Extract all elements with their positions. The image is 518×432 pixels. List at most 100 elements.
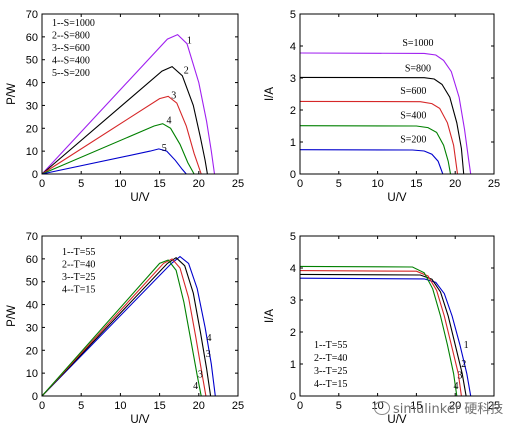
- x-tick-label: 20: [449, 400, 461, 412]
- x-tick-label: 20: [449, 178, 461, 190]
- legend-entry: 3--T=25: [62, 272, 95, 283]
- x-tick-label: 0: [297, 400, 303, 412]
- y-tick-label: 10: [26, 368, 38, 380]
- curve-label: 5: [162, 143, 167, 154]
- wechat-icon: [374, 401, 390, 415]
- y-axis-label: I/A: [264, 309, 276, 323]
- curve-label: 4: [453, 381, 458, 392]
- series-line-4: [299, 265, 458, 397]
- y-tick-label: 40: [26, 78, 38, 90]
- series-line-4: [41, 123, 195, 175]
- curve-label: 3: [206, 349, 211, 360]
- y-tick-label: 10: [26, 146, 38, 158]
- curve-label: S=1000: [402, 38, 433, 49]
- y-tick-label: 4: [290, 41, 296, 53]
- x-axis-label: U/V: [387, 192, 407, 204]
- series-line-1: [41, 33, 216, 175]
- x-tick-label: 20: [193, 178, 205, 190]
- plot-frame: [41, 235, 239, 397]
- curve-label: 2: [461, 359, 466, 370]
- x-axis-label: U/V: [387, 414, 407, 426]
- legend-entry: 1--T=55: [314, 340, 347, 351]
- legend-entry: 2--T=40: [314, 353, 347, 364]
- y-tick-label: 4: [290, 263, 296, 275]
- curve-label: S=600: [400, 86, 426, 97]
- chart-panel-4: 0 5 10 15 20 25012345U/VI/A1--T=552--T=403--T…: [264, 231, 500, 426]
- y-tick-label: 1: [290, 359, 296, 371]
- y-tick-label: 70: [26, 9, 38, 21]
- x-tick-label: 10: [114, 178, 126, 190]
- y-tick-label: 5: [290, 231, 296, 243]
- x-tick-label: 0: [297, 178, 303, 190]
- y-axis-label: P/W: [6, 83, 18, 105]
- series-line-2: [41, 257, 212, 397]
- x-tick-label: 25: [488, 178, 500, 190]
- y-tick-label: 70: [26, 231, 38, 243]
- legend-entry: 3--T=25: [314, 366, 347, 377]
- legend-entry: 1--S=1000: [52, 18, 95, 29]
- series-line-2: [299, 273, 467, 397]
- x-tick-label: 15: [410, 178, 422, 190]
- x-tick-label: 25: [488, 400, 500, 412]
- curve-label: S=200: [400, 135, 426, 146]
- y-tick-label: 30: [26, 100, 38, 112]
- curve-label: 4: [193, 381, 198, 392]
- y-tick-label: 1: [290, 137, 296, 149]
- plot-frame: [299, 13, 495, 175]
- x-tick-label: 0: [39, 400, 45, 412]
- plot-frame: [299, 235, 495, 397]
- legend-entry: 1--T=55: [62, 247, 95, 258]
- legend-entry: 2--S=800: [52, 31, 90, 42]
- y-axis-label: I/A: [264, 87, 276, 101]
- chart-panel-1: 0 5 10 15 20 25010203040506070U/VP/W1--S=1000…: [6, 9, 244, 204]
- series-line-1: [299, 52, 472, 175]
- series-line-5: [41, 148, 187, 175]
- watermark-text: simulinker 硬科技: [393, 402, 504, 417]
- x-tick-label: 25: [232, 178, 244, 190]
- chart-panel-3: 0 5 10 15 20 25 0 10 20 30 40 50 60 70 U/V P/W 1--T=55 2-…: [6, 231, 244, 426]
- y-tick-label: 3: [290, 73, 296, 85]
- legend-entry: 5--S=200: [52, 68, 90, 79]
- y-tick-label: 40: [26, 300, 38, 312]
- plot-frame: [41, 13, 239, 175]
- x-tick-label: 20: [193, 400, 205, 412]
- x-tick-label: 0: [39, 178, 45, 190]
- y-tick-label: 2: [290, 105, 296, 117]
- y-tick-label: 50: [26, 55, 38, 67]
- y-tick-label: 0: [290, 169, 296, 181]
- y-tick-label: 30: [26, 322, 38, 334]
- x-axis-label: U/V: [130, 192, 150, 204]
- curve-label: S=400: [400, 111, 426, 122]
- y-tick-label: 20: [26, 345, 38, 357]
- x-tick-label: 25: [232, 400, 244, 412]
- curve-label: 3: [457, 370, 462, 381]
- series-line-3: [299, 270, 462, 397]
- y-tick-label: 50: [26, 277, 38, 289]
- watermark: simulinker 硬科技: [374, 398, 503, 417]
- y-tick-label: 0: [32, 391, 38, 403]
- x-tick-label: 10: [114, 400, 126, 412]
- x-tick-label: 10: [371, 178, 383, 190]
- x-tick-label: 5: [336, 400, 342, 412]
- curve-label: 3: [198, 370, 203, 381]
- x-tick-label: 15: [153, 400, 165, 412]
- y-tick-label: 60: [26, 32, 38, 44]
- legend-entry: 2--T=40: [62, 260, 95, 271]
- series-line-3: [41, 258, 207, 397]
- chart-panel-2: 0 5 10 15 20 25 0 1 2 3 4 5 U/V I/A S=1000 S=800 S=600 S=…: [264, 9, 500, 204]
- legend-entry: 4--T=15: [314, 379, 347, 390]
- series-line-3: [299, 100, 459, 175]
- curve-label: 4: [206, 333, 211, 344]
- y-tick-label: 2: [290, 327, 296, 339]
- series-line-5: [299, 149, 444, 175]
- curve-label: 1: [464, 340, 469, 351]
- legend-entry: 4--T=15: [62, 285, 95, 296]
- series-line-2: [299, 76, 465, 175]
- series-line-2: [41, 65, 208, 175]
- y-tick-label: 5: [290, 9, 296, 21]
- y-tick-label: 3: [290, 295, 296, 307]
- x-tick-label: 15: [410, 400, 422, 412]
- y-tick-label: 0: [32, 169, 38, 181]
- x-tick-label: 5: [336, 178, 342, 190]
